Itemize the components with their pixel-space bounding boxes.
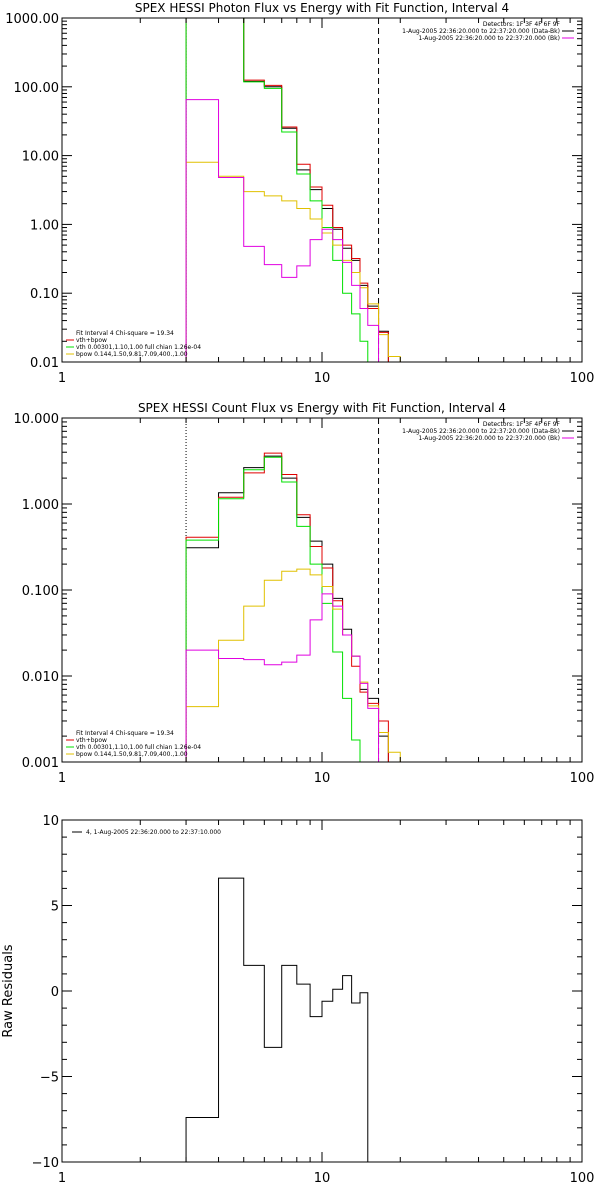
- y-tick-label: 0.010: [22, 670, 59, 685]
- y-tick-label: 1000.00: [5, 12, 59, 27]
- legend-top-entry: Detectors: 1F 3F 4F 6F 9F: [483, 21, 561, 28]
- x-tick-label: 10: [314, 771, 331, 786]
- residuals-panel: 1 10 100 −10 −5 0 5 10 Raw Residuals 4, 1-Aug-200…: [1, 814, 594, 1186]
- legend-bottom-entry: Fit Interval 4 Chi-square = 19.34: [76, 730, 174, 737]
- y-tick-label: 10.00: [22, 150, 59, 165]
- legend-bottom-entry: bpow 0.144,1.50,9.81,7.09,400.,1.00: [76, 751, 188, 758]
- x-tick-label: 1: [58, 771, 66, 786]
- plot-area: [185, 18, 401, 362]
- series-line-4: [185, 99, 380, 362]
- plot-area: [185, 418, 401, 762]
- chart-title: SPEX HESSI Photon Flux vs Energy with Fi…: [135, 1, 509, 15]
- y-axis: −10 −5 0 5 10: [32, 814, 582, 1171]
- legend-bottom: Fit Interval 4 Chi-square = 19.34vth+bpo…: [66, 330, 201, 358]
- legend-top: Detectors: 1F 3F 4F 6F 9F1-Aug-2005 22:3…: [402, 21, 574, 42]
- y-tick-label: 1.00: [30, 218, 59, 233]
- y-tick-label: 0.01: [30, 356, 59, 371]
- legend-top: 4, 1-Aug-2005 22:36:20.000 to 22:37:10.0…: [72, 829, 221, 836]
- x-tick-label: 10: [314, 371, 331, 386]
- legend-top-entry: 1-Aug-2005 22:36:20.000 to 22:37:20.000 …: [418, 35, 560, 42]
- series-line-2: [185, 456, 361, 762]
- series-line-1: [185, 18, 389, 362]
- legend-bottom-entry: vth 0.00301,1.10,1.00 full chian 1.26e-0…: [76, 344, 201, 351]
- y-tick-label: 1.000: [22, 498, 59, 513]
- y-tick-label: 0.001: [22, 756, 59, 771]
- series-line-0: [185, 877, 380, 1162]
- y-tick-label: 100.00: [14, 81, 60, 96]
- legend-bottom-entry: vth+bpow: [76, 337, 107, 344]
- x-tick-label: 1: [58, 1171, 66, 1186]
- x-tick-label: 100: [570, 371, 595, 386]
- chart-title: SPEX HESSI Count Flux vs Energy with Fit…: [138, 401, 506, 415]
- legend-top-entry: 1-Aug-2005 22:36:20.000 to 22:37:20.000 …: [402, 28, 560, 35]
- legend-top-entry: Detectors: 1F 3F 4F 6F 9F: [483, 421, 561, 428]
- legend-top-entry: 1-Aug-2005 22:36:20.000 to 22:37:20.000 …: [418, 435, 560, 442]
- legend-bottom: Fit Interval 4 Chi-square = 19.34vth+bpo…: [66, 730, 201, 758]
- series-line-0: [185, 455, 389, 762]
- x-tick-label: 100: [570, 1171, 595, 1186]
- series-line-3: [185, 568, 401, 762]
- legend-bottom-entry: Fit Interval 4 Chi-square = 19.34: [76, 330, 174, 337]
- y-axis: 0.01 0.10 1.00 10.00 100.00 1000.00: [5, 12, 582, 371]
- series-line-2: [185, 18, 369, 362]
- legend-top-entry: 1-Aug-2005 22:36:20.000 to 22:37:20.000 …: [402, 428, 560, 435]
- photon-flux-panel: SPEX HESSI Photon Flux vs Energy with Fi…: [5, 1, 595, 386]
- x-tick-label: 1: [58, 371, 66, 386]
- series-line-0: [185, 18, 389, 362]
- y-tick-label: 5: [51, 900, 59, 915]
- legend-bottom-entry: vth+bpow: [76, 737, 107, 744]
- y-tick-label: 0.10: [30, 287, 59, 302]
- y-tick-label: −10: [32, 1156, 59, 1171]
- x-axis: 1 10 100: [58, 820, 595, 1186]
- legend-top-entry: 4, 1-Aug-2005 22:36:20.000 to 22:37:10.0…: [86, 829, 221, 836]
- series-line-1: [185, 452, 389, 762]
- y-tick-label: −5: [40, 1071, 59, 1086]
- legend-top: Detectors: 1F 3F 4F 6F 9F1-Aug-2005 22:3…: [402, 421, 574, 442]
- series-line-3: [185, 161, 401, 362]
- series-line-4: [185, 593, 380, 762]
- plot-area: [185, 877, 380, 1162]
- legend-bottom-entry: bpow 0.144,1.50,9.81,7.09,400.,1.00: [76, 351, 188, 358]
- plot-frame: [61, 819, 583, 1163]
- y-tick-label: 10.000: [14, 412, 60, 427]
- y-axis-label: Raw Residuals: [1, 944, 16, 1037]
- y-tick-label: 0.100: [22, 584, 59, 599]
- y-tick-label: 0: [51, 985, 59, 1000]
- x-tick-label: 100: [570, 771, 595, 786]
- y-axis: 0.001 0.010 0.100 1.000 10.000: [14, 412, 582, 771]
- legend-bottom-entry: vth 0.00301,1.10,1.00 full chian 1.26e-0…: [76, 744, 201, 751]
- y-tick-label: 10: [42, 814, 59, 829]
- x-tick-label: 10: [314, 1171, 331, 1186]
- count-flux-panel: SPEX HESSI Count Flux vs Energy with Fit…: [14, 401, 595, 786]
- x-axis: 1 10 100: [58, 18, 595, 386]
